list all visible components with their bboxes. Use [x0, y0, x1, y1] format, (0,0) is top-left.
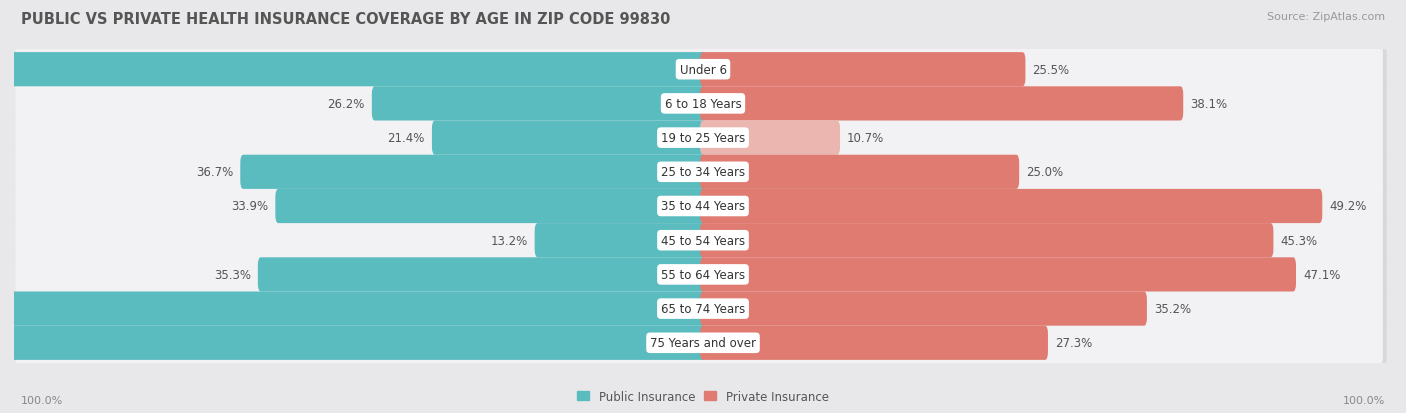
FancyBboxPatch shape [700, 223, 1274, 258]
FancyBboxPatch shape [20, 180, 1386, 233]
Text: 25 to 34 Years: 25 to 34 Years [661, 166, 745, 179]
Text: 25.5%: 25.5% [1032, 64, 1070, 76]
Text: 10.7%: 10.7% [846, 132, 884, 145]
Text: 33.9%: 33.9% [231, 200, 269, 213]
Text: 75 Years and over: 75 Years and over [650, 337, 756, 349]
Text: 25.0%: 25.0% [1026, 166, 1063, 179]
FancyBboxPatch shape [20, 249, 1386, 301]
FancyBboxPatch shape [700, 292, 1147, 326]
Text: 13.2%: 13.2% [491, 234, 527, 247]
FancyBboxPatch shape [700, 87, 1184, 121]
FancyBboxPatch shape [20, 44, 1386, 96]
Text: 47.1%: 47.1% [1303, 268, 1340, 281]
FancyBboxPatch shape [371, 87, 706, 121]
FancyBboxPatch shape [20, 282, 1386, 335]
Text: Under 6: Under 6 [679, 64, 727, 76]
FancyBboxPatch shape [432, 121, 706, 155]
Text: 38.1%: 38.1% [1191, 97, 1227, 111]
FancyBboxPatch shape [15, 281, 1384, 334]
Text: 21.4%: 21.4% [388, 132, 425, 145]
FancyBboxPatch shape [700, 326, 1047, 360]
Legend: Public Insurance, Private Insurance: Public Insurance, Private Insurance [572, 385, 834, 408]
FancyBboxPatch shape [0, 292, 706, 326]
FancyBboxPatch shape [15, 145, 1384, 197]
Text: 100.0%: 100.0% [1343, 395, 1385, 405]
FancyBboxPatch shape [15, 316, 1384, 368]
FancyBboxPatch shape [20, 146, 1386, 199]
Text: 45 to 54 Years: 45 to 54 Years [661, 234, 745, 247]
FancyBboxPatch shape [240, 155, 706, 190]
FancyBboxPatch shape [700, 155, 1019, 190]
FancyBboxPatch shape [20, 214, 1386, 267]
FancyBboxPatch shape [276, 190, 706, 223]
FancyBboxPatch shape [20, 78, 1386, 131]
Text: 65 to 74 Years: 65 to 74 Years [661, 302, 745, 316]
FancyBboxPatch shape [0, 53, 706, 87]
FancyBboxPatch shape [700, 258, 1296, 292]
FancyBboxPatch shape [700, 53, 1025, 87]
Text: 36.7%: 36.7% [195, 166, 233, 179]
Text: 100.0%: 100.0% [21, 395, 63, 405]
FancyBboxPatch shape [700, 190, 1322, 223]
FancyBboxPatch shape [15, 76, 1384, 129]
Text: PUBLIC VS PRIVATE HEALTH INSURANCE COVERAGE BY AGE IN ZIP CODE 99830: PUBLIC VS PRIVATE HEALTH INSURANCE COVER… [21, 12, 671, 27]
Text: 45.3%: 45.3% [1281, 234, 1317, 247]
Text: 49.2%: 49.2% [1329, 200, 1367, 213]
Text: 6 to 18 Years: 6 to 18 Years [665, 97, 741, 111]
Text: 35 to 44 Years: 35 to 44 Years [661, 200, 745, 213]
FancyBboxPatch shape [534, 223, 706, 258]
FancyBboxPatch shape [15, 213, 1384, 266]
FancyBboxPatch shape [15, 111, 1384, 163]
FancyBboxPatch shape [15, 179, 1384, 231]
FancyBboxPatch shape [700, 121, 839, 155]
Text: 27.3%: 27.3% [1054, 337, 1092, 349]
FancyBboxPatch shape [20, 317, 1386, 369]
Text: Source: ZipAtlas.com: Source: ZipAtlas.com [1267, 12, 1385, 22]
Text: 19 to 25 Years: 19 to 25 Years [661, 132, 745, 145]
FancyBboxPatch shape [0, 326, 706, 360]
FancyBboxPatch shape [20, 112, 1386, 164]
Text: 35.2%: 35.2% [1154, 302, 1191, 316]
FancyBboxPatch shape [257, 258, 706, 292]
Text: 26.2%: 26.2% [328, 97, 364, 111]
Text: 55 to 64 Years: 55 to 64 Years [661, 268, 745, 281]
Text: 35.3%: 35.3% [214, 268, 250, 281]
FancyBboxPatch shape [15, 247, 1384, 300]
FancyBboxPatch shape [15, 43, 1384, 95]
